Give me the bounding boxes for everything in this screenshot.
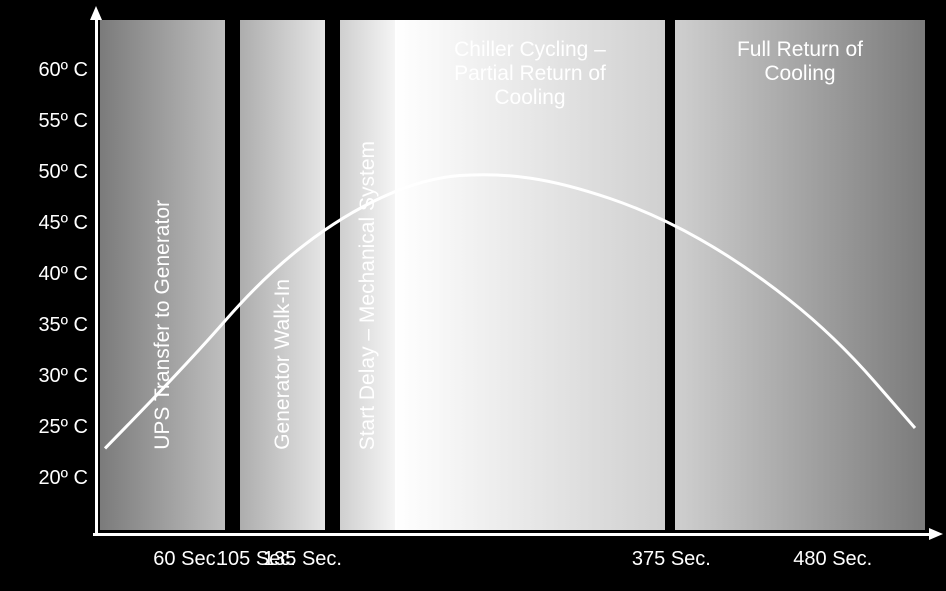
- y-tick-50: 50º C: [8, 161, 88, 184]
- y-tick-35: 35º C: [8, 314, 88, 337]
- y-tick-30: 30º C: [8, 365, 88, 388]
- region-full-return: [675, 20, 925, 530]
- y-tick-40: 40º C: [8, 263, 88, 286]
- x-axis-line: [93, 533, 931, 536]
- y-tick-60: 60º C: [8, 59, 88, 82]
- plot-area: UPS Transfer to Generator Generator Walk-…: [95, 20, 925, 530]
- region-label-ups-transfer: UPS Transfer to Generator: [151, 200, 175, 450]
- region-generator-walkin: [240, 20, 325, 530]
- x-tick-60: 60 Sec.: [153, 548, 221, 571]
- region-label-generator-walkin: Generator Walk-In: [271, 279, 295, 450]
- y-axis-line: [95, 18, 98, 536]
- chart-canvas: UPS Transfer to Generator Generator Walk-…: [0, 0, 946, 591]
- x-tick-375: 375 Sec.: [632, 548, 711, 571]
- y-tick-55: 55º C: [8, 110, 88, 133]
- region-label-chiller-cycling: Chiller Cycling –Partial Return ofCoolin…: [395, 38, 665, 110]
- x-tick-480: 480 Sec.: [793, 548, 872, 571]
- y-tick-45: 45º C: [8, 212, 88, 235]
- x-axis-arrow: [929, 528, 943, 540]
- y-axis-arrow: [90, 6, 102, 20]
- x-tick-135: 135 Sec.: [263, 548, 342, 571]
- y-tick-25: 25º C: [8, 416, 88, 439]
- region-label-full-return: Full Return ofCooling: [675, 38, 925, 86]
- y-tick-20: 20º C: [8, 467, 88, 490]
- region-label-start-delay: Start Delay – Mechanical System: [356, 141, 380, 450]
